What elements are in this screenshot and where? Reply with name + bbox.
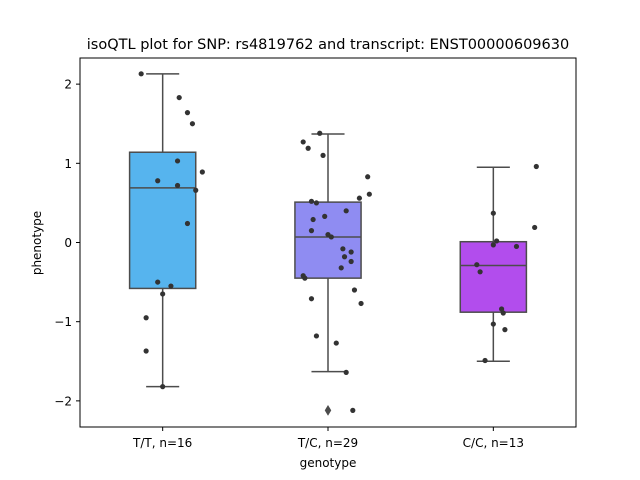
data-point xyxy=(350,407,356,413)
data-point xyxy=(184,110,191,116)
data-point xyxy=(155,279,161,285)
iqr-box xyxy=(128,151,197,290)
data-point xyxy=(333,340,339,346)
data-point xyxy=(477,269,483,275)
data-point xyxy=(313,200,320,206)
y-tick-label: 1 xyxy=(64,157,72,171)
data-point xyxy=(155,178,161,184)
x-tick-label: C/C, n=13 xyxy=(463,436,524,450)
data-point xyxy=(313,333,320,339)
data-point xyxy=(474,262,480,268)
data-point xyxy=(532,224,538,231)
y-tick-label: −1 xyxy=(54,315,72,329)
data-point xyxy=(160,384,166,390)
y-axis: 2 1 0 −1 −2 xyxy=(54,78,80,408)
data-point xyxy=(143,348,149,354)
data-point xyxy=(305,145,311,151)
data-point xyxy=(176,94,182,101)
data-point xyxy=(199,169,205,175)
data-point xyxy=(490,210,496,216)
y-tick-label: −2 xyxy=(54,394,72,408)
data-point xyxy=(338,265,344,271)
iqr-box xyxy=(459,240,528,313)
data-point xyxy=(343,208,349,214)
data-point xyxy=(308,228,315,234)
data-point xyxy=(340,246,346,252)
data-point xyxy=(184,220,191,227)
data-point xyxy=(366,191,372,197)
data-point xyxy=(174,158,181,164)
data-point xyxy=(138,71,144,77)
data-point xyxy=(499,306,505,312)
data-point xyxy=(160,291,166,297)
data-point xyxy=(308,296,315,302)
box-group-2 xyxy=(294,130,372,416)
data-point xyxy=(482,357,488,364)
data-point xyxy=(300,139,306,145)
y-axis-label: phenotype xyxy=(30,211,44,275)
data-point xyxy=(308,198,315,204)
iqr-box xyxy=(294,201,362,279)
data-point xyxy=(341,254,348,260)
data-point xyxy=(174,182,181,189)
data-point xyxy=(500,310,506,316)
x-tick-label: T/T, n=16 xyxy=(132,436,192,450)
x-tick-label: T/C, n=29 xyxy=(297,436,358,450)
data-point xyxy=(494,238,500,244)
data-point xyxy=(356,195,363,201)
data-point xyxy=(490,321,496,327)
plot-area xyxy=(128,71,539,416)
data-point xyxy=(533,163,539,170)
chart-title: isoQTL plot for SNP: rs4819762 and trans… xyxy=(87,37,569,53)
y-tick-label: 0 xyxy=(64,236,72,250)
data-point xyxy=(502,327,508,333)
data-point xyxy=(343,369,349,375)
data-point xyxy=(189,121,196,127)
data-point xyxy=(322,213,328,219)
x-axis-label: genotype xyxy=(300,456,357,470)
data-point xyxy=(143,315,149,321)
data-point xyxy=(348,249,354,255)
data-point xyxy=(358,300,364,307)
box-group-1 xyxy=(128,71,205,390)
data-point xyxy=(302,275,308,281)
data-point xyxy=(351,287,358,293)
data-point xyxy=(168,283,174,289)
y-tick-label: 2 xyxy=(64,78,72,92)
x-axis: T/T, n=16 T/C, n=29 C/C, n=13 xyxy=(132,427,524,450)
data-point xyxy=(348,258,354,265)
box-group-3 xyxy=(459,163,539,364)
data-point xyxy=(320,152,326,158)
data-point xyxy=(490,242,496,248)
data-point xyxy=(365,174,371,180)
data-point xyxy=(513,243,520,250)
data-point xyxy=(193,187,199,193)
outlier-marker xyxy=(324,404,332,416)
data-point xyxy=(328,234,334,240)
data-point xyxy=(310,216,316,223)
data-point xyxy=(317,130,323,136)
